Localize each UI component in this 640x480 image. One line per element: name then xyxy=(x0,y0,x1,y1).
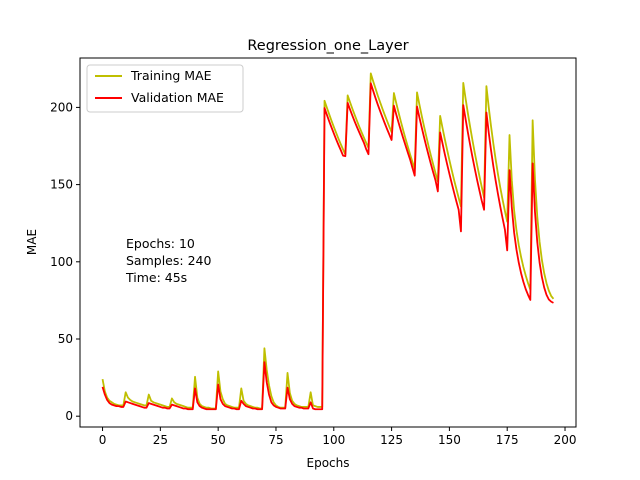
x-tick-label: 125 xyxy=(380,433,403,447)
y-tick-label: 50 xyxy=(58,332,73,346)
x-axis-ticks: 0 25 50 75 100 125 150 175 200 xyxy=(99,427,577,447)
chart-title: Regression_one_Layer xyxy=(247,38,408,54)
annotation-epochs: Epochs: 10 xyxy=(126,236,195,251)
y-tick-label: 150 xyxy=(50,178,73,192)
legend-label-training: Training MAE xyxy=(130,68,212,83)
legend-box xyxy=(86,64,244,113)
x-tick-label: 75 xyxy=(268,433,283,447)
y-tick-label: 200 xyxy=(50,100,73,114)
x-axis-label: Epochs xyxy=(307,456,350,470)
legend: Training MAE Validation MAE xyxy=(86,64,244,113)
plot-lines xyxy=(101,72,555,411)
x-tick-label: 0 xyxy=(99,433,107,447)
y-tick-label: 100 xyxy=(50,255,73,269)
x-tick-label: 50 xyxy=(211,433,226,447)
series-line-validation-mae xyxy=(101,82,554,411)
info-annotation: Epochs: 10 Samples: 240 Time: 45s xyxy=(125,236,211,285)
x-tick-label: 200 xyxy=(554,433,577,447)
x-tick-label: 100 xyxy=(322,433,345,447)
x-tick-label: 25 xyxy=(153,433,168,447)
plot-frame xyxy=(79,57,577,428)
series-line-training-mae xyxy=(101,72,555,410)
x-tick-label: 175 xyxy=(496,433,519,447)
annotation-time: Time: 45s xyxy=(125,270,187,285)
x-tick-label: 150 xyxy=(438,433,461,447)
y-tick-label: 0 xyxy=(65,409,73,423)
legend-label-validation: Validation MAE xyxy=(131,90,224,105)
y-axis-ticks: 0 50 100 150 200 xyxy=(50,100,80,423)
annotation-samples: Samples: 240 xyxy=(126,253,211,268)
y-axis-label: MAE xyxy=(25,229,39,255)
